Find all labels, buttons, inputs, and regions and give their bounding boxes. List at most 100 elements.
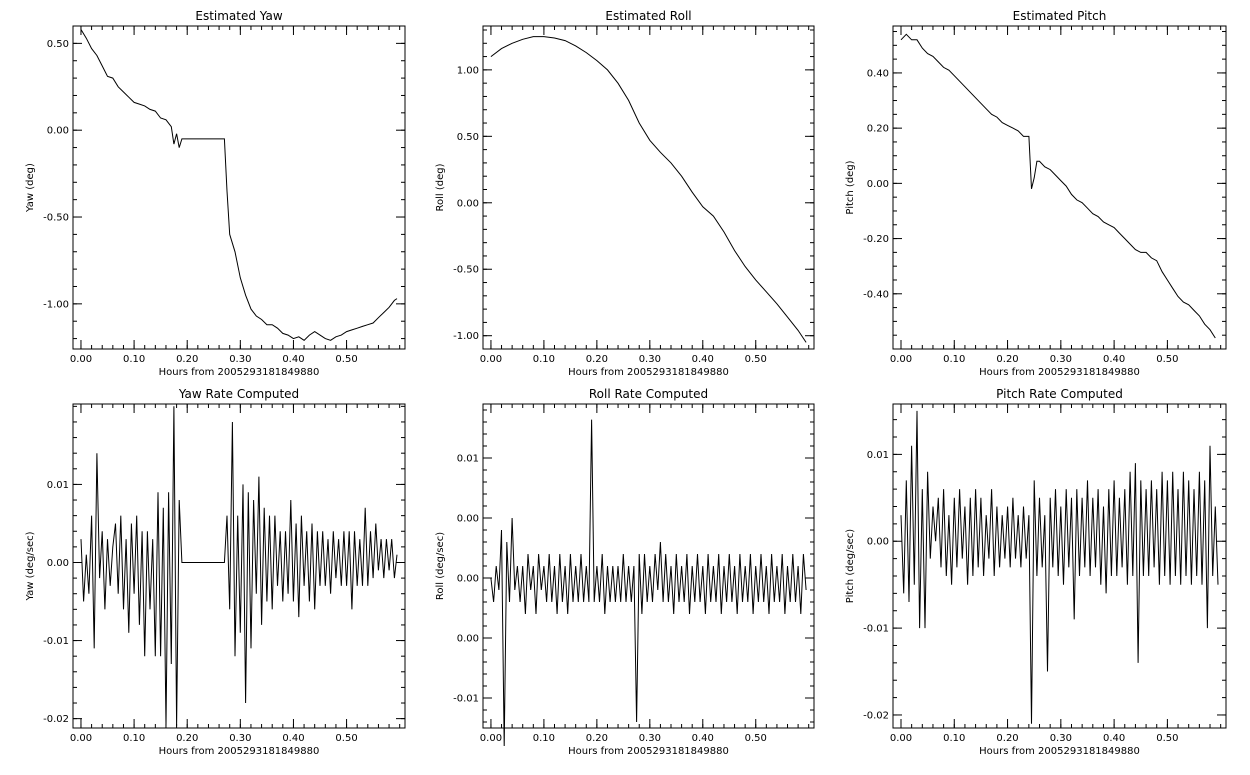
x-tick-label: 0.00: [890, 354, 912, 365]
y-tick-label: -0.01: [453, 694, 479, 705]
x-tick-label: 0.50: [1156, 354, 1178, 365]
series-line: [490, 419, 807, 747]
y-tick-label: -1.00: [453, 331, 479, 342]
series-line: [80, 29, 398, 341]
x-axis-label: Hours from 2005293181849880: [979, 746, 1140, 757]
x-tick-label: 0.10: [533, 354, 555, 365]
x-tick-label: 0.00: [70, 733, 92, 744]
chart-title: Pitch Rate Computed: [996, 387, 1123, 401]
y-tick-label: 0.01: [867, 450, 889, 461]
x-tick-label: 0.10: [533, 733, 555, 744]
x-tick-label: 0.30: [1050, 733, 1072, 744]
x-tick-label: 0.30: [639, 733, 661, 744]
y-tick-label: 0.00: [867, 537, 889, 548]
x-tick-label: 0.50: [1156, 733, 1178, 744]
y-tick-label: 0.50: [457, 132, 479, 143]
series-line: [80, 406, 398, 727]
chart-title: Estimated Yaw: [195, 9, 282, 23]
x-tick-label: 0.20: [176, 354, 198, 365]
chart-p2: Estimated Roll Hours from 200529318184988…: [435, 9, 815, 378]
x-axis-label: Hours from 2005293181849880: [568, 367, 729, 378]
x-tick-label: 0.00: [890, 733, 912, 744]
chart-p1: Estimated Yaw Hours from 2005293181849880…: [25, 9, 406, 378]
y-tick-label: 0.01: [47, 480, 69, 491]
x-tick-label: 0.30: [229, 733, 251, 744]
y-tick-label: 0.00: [457, 198, 479, 209]
y-tick-label: 1.00: [457, 65, 479, 76]
y-tick-label: 0.50: [47, 39, 69, 50]
plot-frame: [72, 25, 406, 350]
y-tick-label: 0.40: [867, 68, 889, 79]
x-tick-label: 0.20: [996, 354, 1018, 365]
y-tick-label: -0.20: [863, 234, 889, 245]
x-tick-label: 0.00: [70, 354, 92, 365]
x-tick-label: 0.40: [1103, 733, 1125, 744]
y-axis-label: Pitch (deg): [845, 160, 856, 214]
y-tick-label: -0.50: [453, 265, 479, 276]
y-tick-label: 0.20: [867, 124, 889, 135]
y-tick-label: 0.00: [457, 514, 479, 525]
x-tick-label: 0.50: [745, 354, 767, 365]
y-tick-label: 0.00: [47, 558, 69, 569]
x-tick-label: 0.40: [282, 354, 304, 365]
y-tick-label: 0.00: [867, 179, 889, 190]
series-line: [900, 410, 1219, 724]
plot-frame: [482, 403, 815, 729]
x-axis-label: Hours from 2005293181849880: [159, 367, 320, 378]
y-tick-label: -0.50: [43, 213, 69, 224]
x-tick-label: 0.20: [996, 733, 1018, 744]
y-tick-label: 0.01: [457, 454, 479, 465]
y-axis-label: Roll (deg/sec): [435, 532, 446, 600]
plot-frame: [72, 403, 406, 729]
x-axis-label: Hours from 2005293181849880: [159, 746, 320, 757]
x-tick-label: 0.10: [123, 733, 145, 744]
x-axis-label: Hours from 2005293181849880: [979, 367, 1140, 378]
chart-p4: Yaw Rate Computed Hours from 200529318184…: [25, 387, 406, 757]
x-tick-label: 0.30: [639, 354, 661, 365]
chart-p3: Estimated Pitch Hours from 20052931818498…: [845, 9, 1227, 378]
x-tick-label: 0.50: [335, 733, 357, 744]
x-axis-label: Hours from 2005293181849880: [568, 746, 729, 757]
x-tick-label: 0.30: [1050, 354, 1072, 365]
chart-title: Yaw Rate Computed: [178, 387, 299, 401]
y-axis-label: Yaw (deg): [25, 163, 36, 213]
x-tick-label: 0.50: [745, 733, 767, 744]
x-tick-label: 0.50: [335, 354, 357, 365]
y-tick-label: 0.00: [47, 126, 69, 137]
plot-frame: [892, 403, 1227, 729]
x-tick-label: 0.20: [586, 733, 608, 744]
chart-title: Roll Rate Computed: [589, 387, 708, 401]
chart-title: Estimated Roll: [605, 9, 691, 23]
chart-title: Estimated Pitch: [1013, 9, 1107, 23]
y-tick-label: -0.40: [863, 289, 889, 300]
x-tick-label: 0.00: [480, 354, 502, 365]
y-tick-label: -0.01: [863, 624, 889, 635]
plot-frame: [892, 25, 1227, 350]
series-line: [900, 33, 1216, 339]
y-tick-label: -0.01: [43, 636, 69, 647]
x-tick-label: 0.30: [229, 354, 251, 365]
x-tick-label: 0.40: [282, 733, 304, 744]
x-tick-label: 0.40: [692, 733, 714, 744]
y-axis-label: Pitch (deg/sec): [845, 529, 856, 604]
chart-p6: Pitch Rate Computed Hours from 2005293181…: [845, 387, 1227, 757]
x-tick-label: 0.10: [943, 354, 965, 365]
y-tick-label: -0.02: [863, 710, 889, 721]
y-tick-label: -1.00: [43, 299, 69, 310]
y-tick-label: -0.02: [43, 714, 69, 725]
plot-frame: [482, 25, 815, 350]
series-line: [490, 36, 807, 343]
x-tick-label: 0.00: [480, 733, 502, 744]
x-tick-label: 0.10: [123, 354, 145, 365]
x-tick-label: 0.40: [692, 354, 714, 365]
chart-p5: Roll Rate Computed Hours from 20052931818…: [435, 387, 815, 757]
x-tick-label: 0.10: [943, 733, 965, 744]
x-tick-label: 0.20: [176, 733, 198, 744]
y-tick-label: 0.00: [457, 574, 479, 585]
x-tick-label: 0.20: [586, 354, 608, 365]
y-tick-label: 0.00: [457, 634, 479, 645]
y-axis-label: Roll (deg): [435, 163, 446, 211]
x-tick-label: 0.40: [1103, 354, 1125, 365]
y-axis-label: Yaw (deg/sec): [25, 531, 36, 601]
